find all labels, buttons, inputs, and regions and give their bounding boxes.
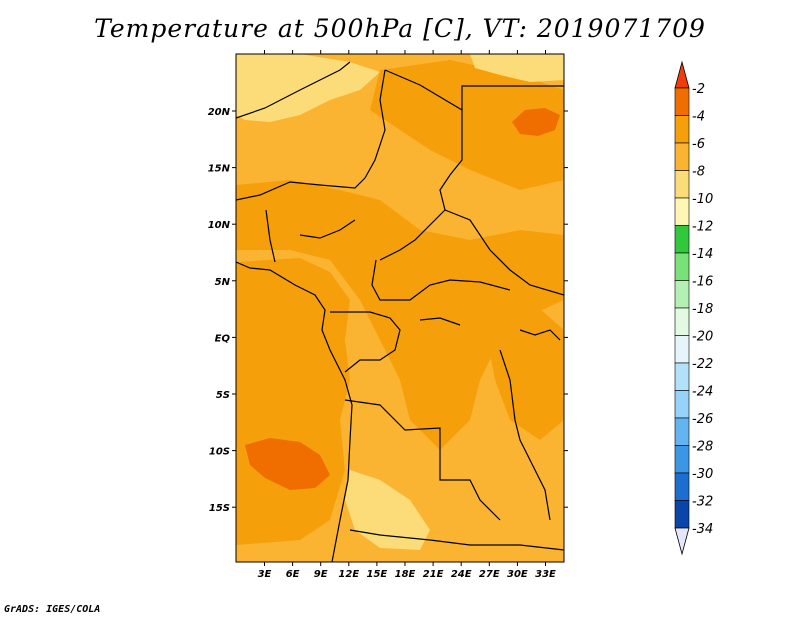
colorbar-label: -32 xyxy=(692,495,713,510)
lat-label: 20N xyxy=(208,107,231,118)
colorbar-segment xyxy=(674,362,690,391)
colorbar-segment xyxy=(674,142,690,171)
colorbar-segment xyxy=(674,280,690,309)
latitude-labels: 20N 15N 10N 5N EQ 5S 10S 15S xyxy=(208,107,231,514)
colorbar-label: -6 xyxy=(692,137,705,152)
lon-label: 21E xyxy=(423,569,444,580)
colorbar-label: -12 xyxy=(692,220,713,235)
lon-label: 9E xyxy=(314,569,328,580)
colorbar-top-arrow xyxy=(674,60,690,89)
warm-zone-west xyxy=(236,258,350,545)
warm-zone-center xyxy=(236,180,564,450)
colorbar-segment xyxy=(674,390,690,419)
colorbar-label: -14 xyxy=(692,247,713,262)
hot-blob-northeast xyxy=(512,108,560,136)
lat-label: 10N xyxy=(208,220,231,231)
colorbar-label: -20 xyxy=(692,330,713,345)
colorbar-label: -18 xyxy=(692,302,713,317)
colorbar xyxy=(674,60,690,556)
hot-blob-southwest xyxy=(245,438,330,490)
colorbar-segment xyxy=(674,197,690,226)
colorbar-bottom-arrow xyxy=(674,527,690,556)
lon-label: 12E xyxy=(338,569,359,580)
lon-label: 24E xyxy=(451,569,472,580)
colorbar-segment xyxy=(674,252,690,281)
colorbar-segment xyxy=(674,115,690,144)
colorbar-label: -16 xyxy=(692,275,713,290)
colorbar-segment xyxy=(674,417,690,446)
colorbar-segment xyxy=(674,170,690,199)
colorbar-label: -2 xyxy=(692,82,705,97)
lon-label: 15E xyxy=(367,569,388,580)
colorbar-label: -24 xyxy=(692,385,713,400)
warm-zone-east xyxy=(480,300,564,440)
colorbar-segment xyxy=(674,87,690,116)
colorbar-label: -10 xyxy=(692,192,713,207)
colorbar-label: -34 xyxy=(692,522,713,537)
lat-label: 5N xyxy=(215,277,231,288)
cool-zone-northeast xyxy=(470,54,564,82)
country-borders xyxy=(236,61,564,562)
lon-label: 6E xyxy=(286,569,300,580)
lat-label: 5S xyxy=(216,390,230,401)
colorbar-segment xyxy=(674,225,690,254)
colorbar-label: -4 xyxy=(692,110,705,125)
colorbar-label: -30 xyxy=(692,467,713,482)
temperature-field xyxy=(236,54,564,562)
axis-ticks xyxy=(232,50,568,566)
colorbar-label: -22 xyxy=(692,357,713,372)
colorbar-labels: -2 -4 -6 -8 -10 -12 -14 -16 -18 -20 -22 -24 -26 -28 -3… xyxy=(692,82,713,537)
grads-credit: GrADS: IGES/COLA xyxy=(4,604,101,615)
lat-label: 15S xyxy=(209,503,230,514)
warm-zone-north xyxy=(370,60,564,190)
colorbar-segment xyxy=(674,445,690,474)
lat-label: EQ xyxy=(215,333,231,344)
lon-label: 18E xyxy=(395,569,416,580)
lon-label: 30E xyxy=(507,569,528,580)
lon-label: 27E xyxy=(479,569,500,580)
lon-label: 3E xyxy=(258,569,272,580)
colorbar-label: -28 xyxy=(692,440,713,455)
lon-label: 33E xyxy=(535,569,556,580)
colorbar-label: -8 xyxy=(692,165,705,180)
colorbar-segment xyxy=(674,335,690,364)
colorbar-segment xyxy=(674,500,690,529)
cool-zone-south xyxy=(345,470,430,550)
lat-label: 10S xyxy=(209,447,230,458)
colorbar-label: -26 xyxy=(692,412,713,427)
colorbar-segment xyxy=(674,307,690,336)
colorbar-segment xyxy=(674,472,690,501)
map-frame xyxy=(235,53,565,563)
map-title: Temperature at 500hPa [C], VT: 201907170… xyxy=(94,14,706,43)
lat-label: 15N xyxy=(208,164,231,175)
longitude-labels: 3E 6E 9E 12E 15E 18E 21E 24E 27E 30E 33E xyxy=(258,569,556,580)
